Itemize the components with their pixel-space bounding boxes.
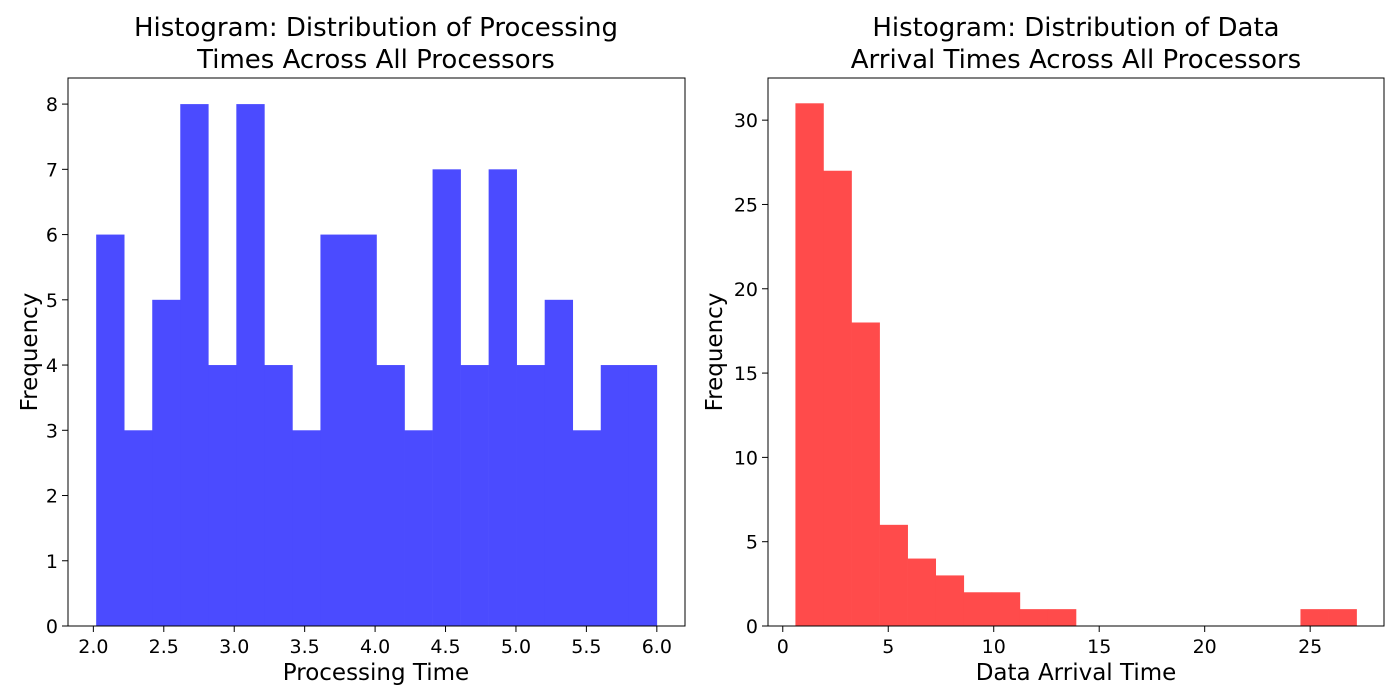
histogram-bar — [795, 103, 824, 627]
bars-group — [96, 104, 658, 627]
chart-title-line-1: Histogram: Distribution of Data — [872, 13, 1279, 43]
x-axis-label: Processing Time — [283, 660, 469, 686]
y-axis-label: Frequency — [17, 293, 43, 412]
y-tick-label: 5 — [46, 290, 58, 312]
y-tick-label: 1 — [46, 551, 58, 573]
y-axis-label: Frequency — [702, 293, 728, 412]
chart-title-line-1: Histogram: Distribution of Processing — [134, 13, 618, 43]
histogram-bar — [320, 234, 349, 627]
plot-frame — [67, 77, 686, 627]
y-tick-label: 8 — [46, 94, 58, 116]
histogram-data-arrival-time: Histogram: Distribution of Data Arrival … — [702, 13, 1385, 686]
histogram-bar — [460, 365, 489, 626]
histogram-bar — [152, 299, 181, 626]
histogram-bar — [404, 430, 433, 626]
plot-frame — [767, 77, 1385, 627]
x-tick-label: 3.5 — [290, 636, 320, 658]
x-tick-label: 2.0 — [78, 636, 108, 658]
histogram-bar — [600, 365, 630, 626]
y-tick-label: 15 — [734, 363, 758, 385]
histogram-bar — [208, 365, 237, 626]
histogram-bar — [1019, 609, 1049, 626]
x-tick-label: 4.5 — [430, 636, 460, 658]
x-tick-label: 10 — [982, 636, 1006, 658]
histogram-processing-time: Histogram: Distribution of Processing Ti… — [17, 13, 686, 686]
histogram-bar — [544, 299, 574, 626]
histogram-bar — [432, 169, 461, 627]
histogram-bar — [823, 170, 852, 626]
histogram-bar — [488, 169, 517, 627]
y-ticks: 0 1 2 3 4 5 6 7 8 — [46, 94, 68, 638]
x-tick-label: 5.0 — [501, 636, 531, 658]
chart-title-line-2: Times Across All Processors — [196, 45, 555, 75]
histogram-bar — [572, 430, 602, 626]
x-tick-label: 3.0 — [219, 636, 249, 658]
x-tick-label: 20 — [1193, 636, 1217, 658]
histogram-bar — [348, 234, 377, 627]
histogram-bar — [264, 365, 293, 626]
x-ticks: 2.0 2.5 3.0 3.5 4.0 4.5 5.0 5.5 6.0 — [78, 626, 672, 658]
x-tick-label: 5 — [882, 636, 894, 658]
histogram-bar — [1300, 609, 1329, 626]
y-tick-label: 25 — [734, 194, 758, 216]
y-tick-label: 7 — [46, 159, 58, 181]
y-tick-label: 4 — [46, 355, 58, 377]
histogram-bar — [124, 430, 153, 626]
y-tick-label: 30 — [734, 110, 758, 132]
x-axis-label: Data Arrival Time — [976, 660, 1177, 686]
histogram-bar — [292, 430, 321, 626]
y-tick-label: 10 — [734, 447, 758, 469]
x-tick-label: 5.5 — [571, 636, 601, 658]
histogram-bar — [628, 365, 658, 626]
histogram-bar — [991, 592, 1021, 626]
histogram-bar — [236, 104, 265, 627]
y-tick-label: 0 — [46, 616, 58, 638]
x-tick-label: 4.0 — [360, 636, 390, 658]
x-tick-label: 2.5 — [149, 636, 179, 658]
histogram-bar — [376, 365, 405, 626]
y-tick-label: 3 — [46, 420, 58, 442]
x-tick-label: 6.0 — [642, 636, 672, 658]
y-tick-label: 0 — [746, 616, 758, 638]
histogram-bar — [1047, 609, 1077, 626]
histogram-bar — [907, 558, 937, 626]
histogram-bar — [180, 104, 209, 627]
chart-title-line-2: Arrival Times Across All Processors — [851, 45, 1301, 75]
x-tick-label: 25 — [1298, 636, 1322, 658]
histogram-bar — [1328, 609, 1357, 626]
y-ticks: 0 5 10 15 20 25 30 — [734, 110, 768, 638]
y-tick-label: 20 — [734, 279, 758, 301]
y-tick-label: 5 — [746, 532, 758, 554]
bars-group — [795, 103, 1357, 627]
x-ticks: 0 5 10 15 20 25 — [777, 626, 1322, 658]
histogram-bar — [935, 575, 965, 626]
histogram-bar — [851, 322, 880, 626]
x-tick-label: 15 — [1087, 636, 1111, 658]
x-tick-label: 0 — [777, 636, 789, 658]
histogram-bar — [963, 592, 993, 626]
y-tick-label: 6 — [46, 225, 58, 247]
histogram-bar — [96, 234, 125, 627]
histogram-bar — [879, 524, 908, 626]
histogram-bar — [516, 365, 545, 626]
y-tick-label: 2 — [46, 486, 58, 508]
